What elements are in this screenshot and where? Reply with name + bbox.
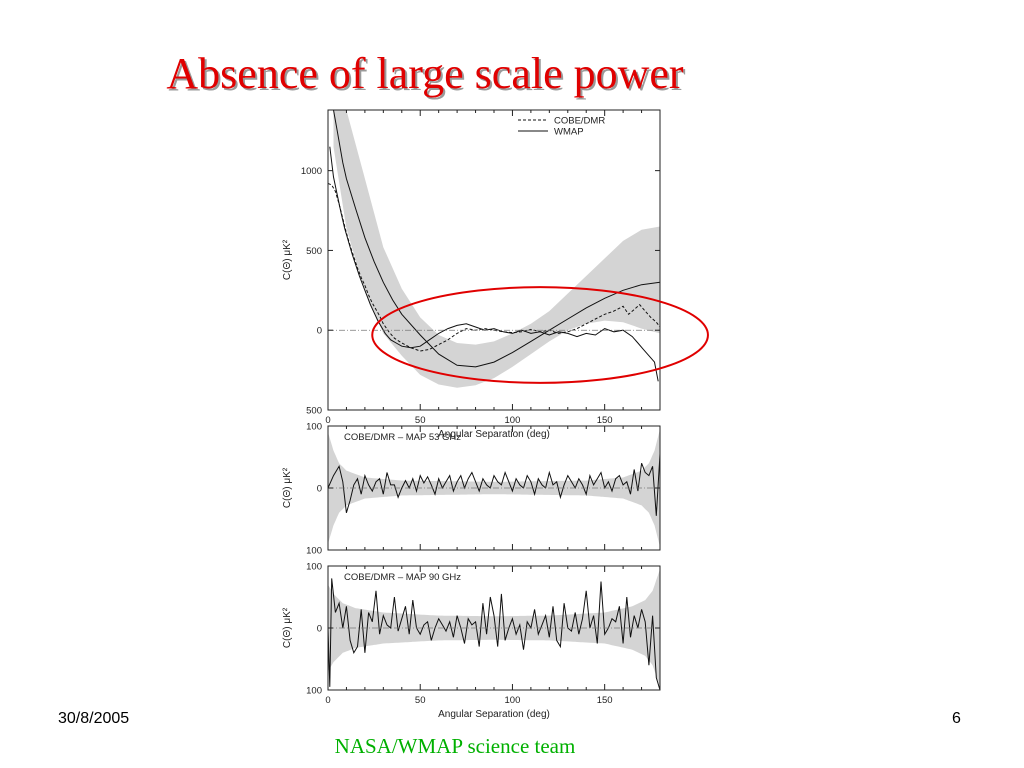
diff2-xtick-label: 50 xyxy=(415,695,426,706)
legend-label: WMAP xyxy=(554,127,584,138)
main-ytick-label: 1000 xyxy=(301,166,322,177)
diff2-ytick-label: 0 xyxy=(317,624,322,635)
diff1-ytick-label: 0 xyxy=(317,484,322,495)
difference-series-line xyxy=(328,578,660,690)
diff2-ylabel: C(Θ) μK² xyxy=(282,607,293,648)
slide-title: Absence of large scale power xyxy=(166,49,684,98)
main-ytick-label: 500 xyxy=(306,246,322,257)
legend-label: COBE/DMR xyxy=(554,116,605,127)
main-xtick-label: 50 xyxy=(415,415,426,426)
slide-page-number: 6 xyxy=(952,710,961,727)
main-ytick-label: 500 xyxy=(306,406,322,417)
diff2-xtick-label: 0 xyxy=(325,695,330,706)
difference-series-line xyxy=(328,453,660,516)
credit-line: NASA/WMAP science team xyxy=(334,734,576,758)
slide-date: 30/8/2005 xyxy=(58,710,130,727)
diff2-ytick-label: 100 xyxy=(306,686,322,697)
main-xtick-label: 150 xyxy=(597,415,613,426)
diff2-xtick-label: 100 xyxy=(505,695,521,706)
diff2-ytick-label: 100 xyxy=(306,562,322,573)
diff1-ytick-label: 100 xyxy=(306,422,322,433)
main-ylabel: C(Θ) μK² xyxy=(282,239,293,280)
diff2-xtick-label: 150 xyxy=(597,695,613,706)
diff1-ytick-label: 100 xyxy=(306,546,322,557)
panel-annotation-label: COBE/DMR – MAP 53 GHz xyxy=(344,432,461,443)
panel-annotation-label: COBE/DMR – MAP 90 GHz xyxy=(344,572,461,583)
main-xtick-label: 100 xyxy=(505,415,521,426)
main-ytick-label: 0 xyxy=(317,326,322,337)
difference-53ghz-chart: 100 0 100 C(Θ) μK² COBE/DMR – MAP 53 GHz xyxy=(282,422,661,557)
diff1-ylabel: C(Θ) μK² xyxy=(282,467,293,508)
diff2-xlabel: Angular Separation (deg) xyxy=(438,709,550,720)
main-xlabel: Angular Separation (deg) xyxy=(438,429,550,440)
main-xtick-label: 0 xyxy=(325,415,330,426)
